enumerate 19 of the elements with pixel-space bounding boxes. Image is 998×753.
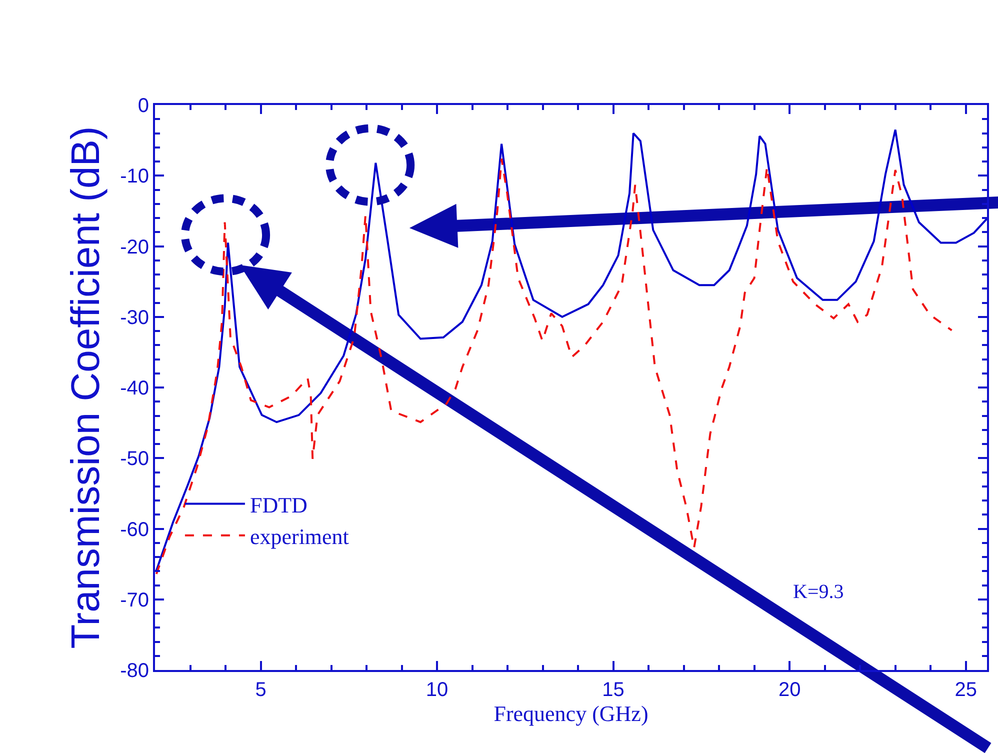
x-tick-label: 5 [255, 679, 266, 701]
y-tick-label: 0 [138, 95, 149, 117]
y-tick-label: -60 [120, 518, 149, 541]
y-tick-label: -10 [120, 166, 149, 188]
y-tick-label: -40 [120, 378, 149, 400]
legend-label: FDTD [250, 492, 308, 518]
x-tick-label: 15 [602, 679, 624, 701]
x-tick-label: 25 [954, 679, 977, 701]
x-tick-label: 10 [426, 679, 448, 701]
y-tick-label: -50 [120, 448, 149, 470]
y-tick-label: -80 [120, 660, 149, 682]
x-tick-label: 20 [778, 679, 801, 701]
legend-label: experiment [250, 524, 349, 549]
y-tick-label: -20 [120, 236, 149, 258]
y-tick-label: -70 [120, 589, 149, 612]
y-axis-title: Transmission Coefficient (dB) [64, 126, 108, 649]
x-axis-title: Frequency (GHz) [494, 701, 648, 726]
y-tick-label: -30 [120, 306, 149, 329]
annotation: K=9.3 [793, 581, 844, 603]
